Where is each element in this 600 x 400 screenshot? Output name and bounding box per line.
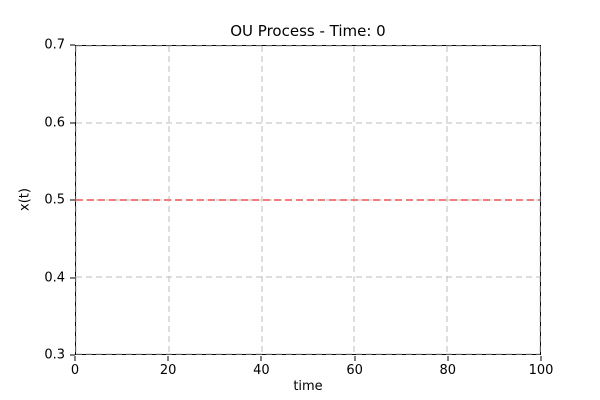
x-tick-label: 60: [346, 363, 363, 378]
x-tick-label: 0: [70, 363, 80, 378]
y-gridline: [76, 276, 540, 278]
chart-title: OU Process - Time: 0: [230, 22, 386, 40]
y-tick-label: 0.5: [44, 192, 65, 208]
y-tick-label: 0.6: [44, 115, 65, 130]
x-tick-mark: [447, 356, 449, 361]
x-tick-mark: [354, 356, 356, 361]
y-tick-mark: [70, 44, 75, 46]
mean-reference-line: [76, 199, 540, 201]
x-tick-mark: [260, 356, 262, 361]
y-tick-mark: [70, 277, 75, 278]
y-gridline: [76, 353, 540, 355]
y-tick-mark: [70, 122, 75, 123]
y-tick-label: 0.7: [44, 37, 65, 53]
y-gridline: [76, 122, 540, 124]
x-gridline: [539, 46, 541, 354]
x-tick-mark: [540, 356, 542, 361]
y-tick-mark: [70, 199, 75, 201]
x-tick-label: 40: [253, 363, 270, 378]
x-tick-label: 100: [528, 363, 554, 378]
y-tick-mark: [70, 354, 75, 356]
y-tick-label: 0.4: [44, 270, 65, 285]
x-tick-label: 80: [439, 363, 457, 378]
y-gridline: [76, 45, 540, 47]
plot-area: [75, 45, 541, 355]
x-axis-ticks: 0 20 40 60 80 100: [71, 355, 553, 381]
x-tick-mark: [167, 356, 169, 361]
x-axis-label: time: [293, 379, 323, 394]
y-axis-ticks: 0.3 0.4 0.5 0.6 0.7: [0, 38, 75, 363]
y-tick-label: 0.3: [44, 347, 65, 363]
x-tick-mark: [74, 356, 76, 361]
x-tick-label: 20: [159, 363, 177, 378]
